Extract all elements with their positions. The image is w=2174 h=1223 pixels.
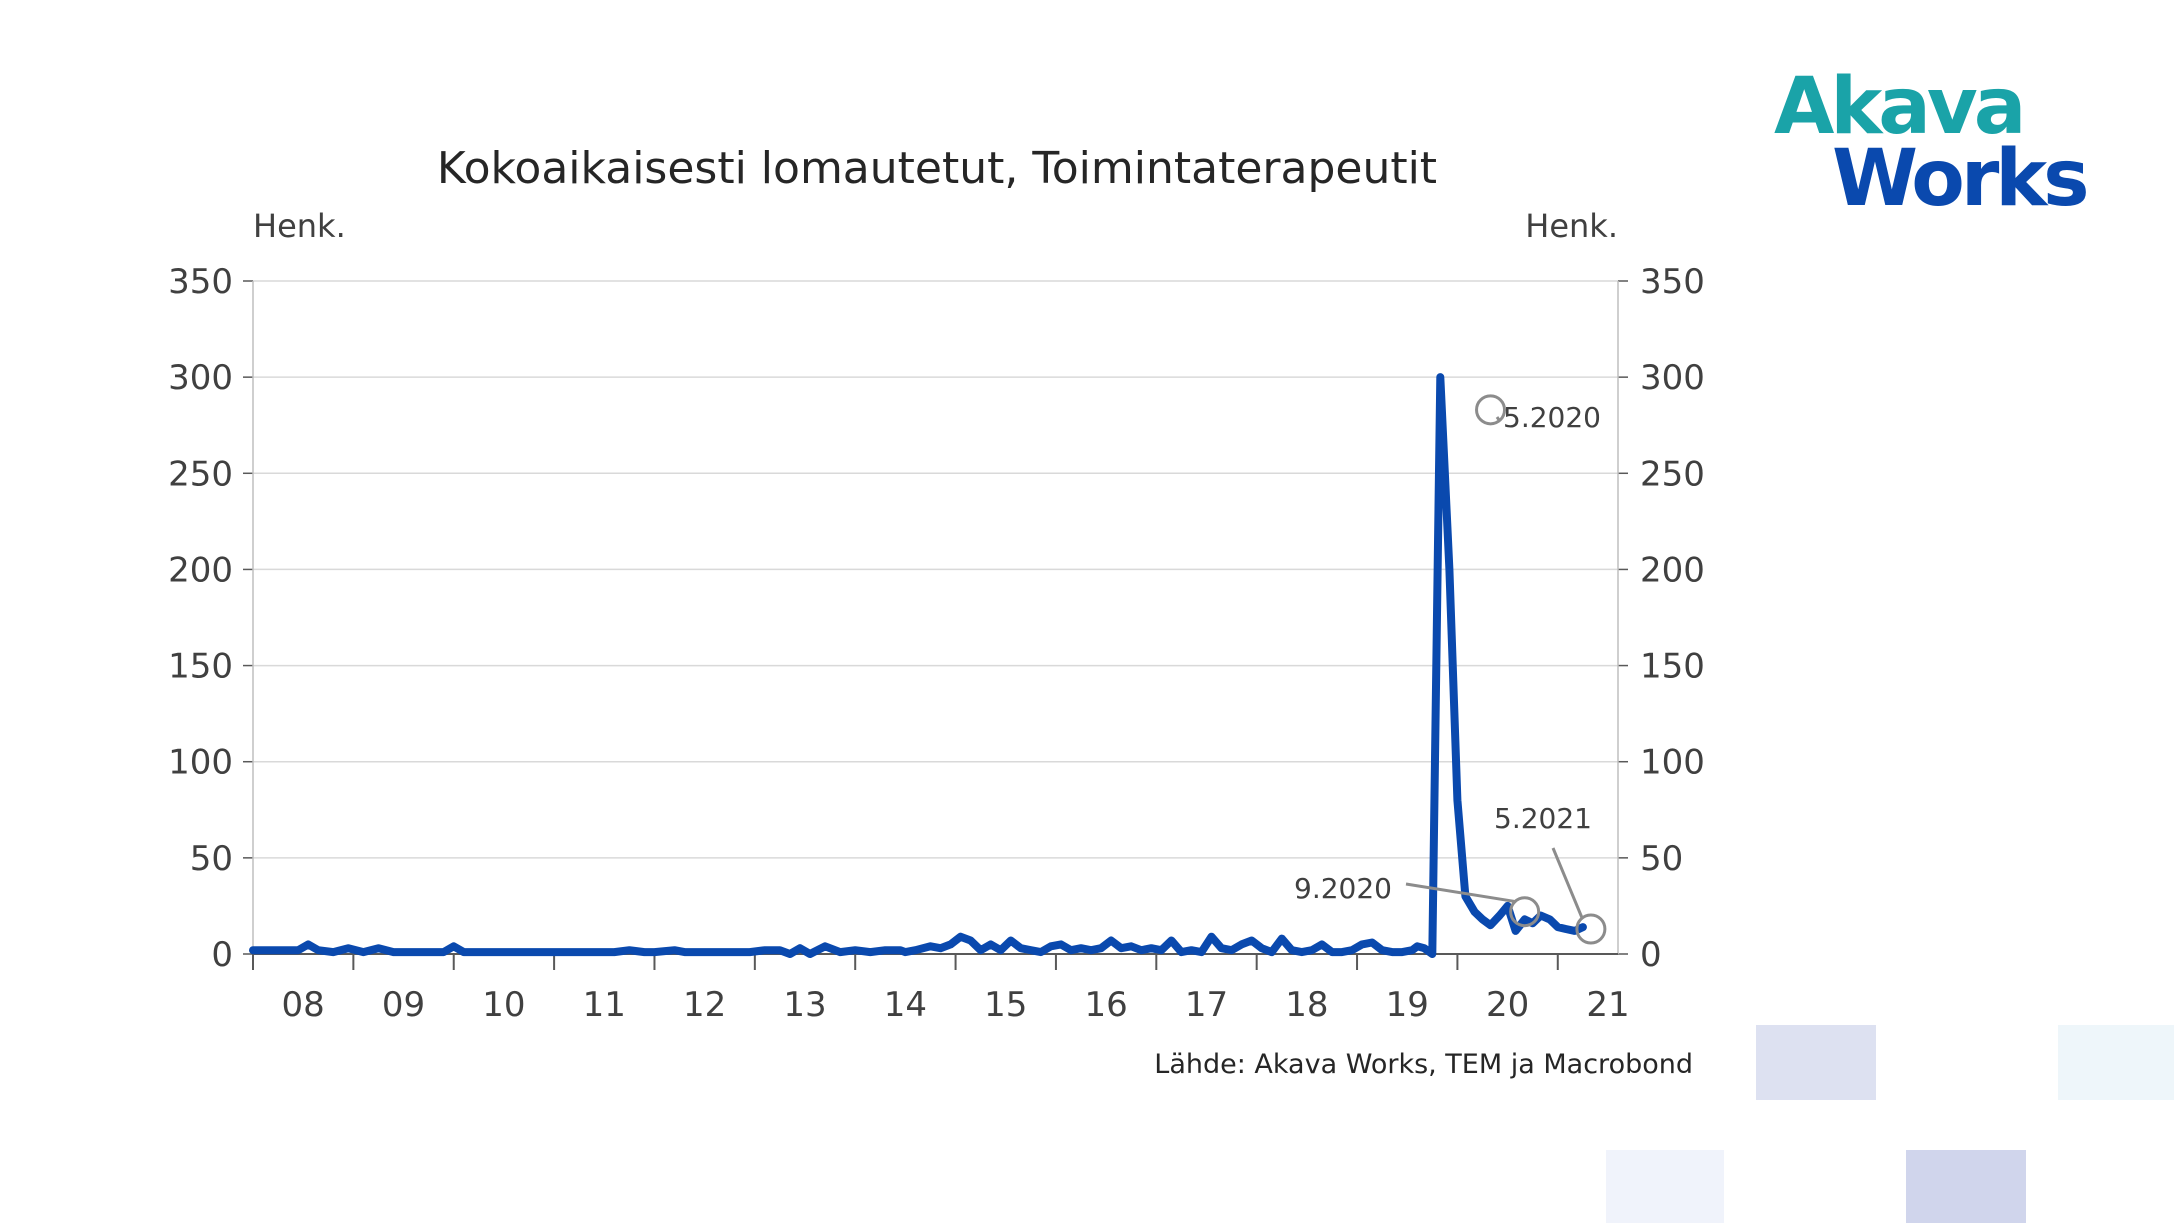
y-tick-label-right: 300 [1640, 358, 1705, 398]
y-tick-label-right: 350 [1640, 262, 1705, 302]
y-tick-labels: 0 0 50 50 100 100 150 150 200 200 250 250 300 300 350 3… [168, 262, 1705, 975]
annotation-leader [1551, 847, 1584, 920]
x-tick-label: 21 [1586, 985, 1629, 1025]
y-tick-label-left: 300 [168, 358, 233, 398]
x-tick-label: 14 [884, 985, 927, 1025]
y-axis-label-right: Henk. [1525, 207, 1618, 245]
x-tick-labels: 08 09 10 11 12 13 14 15 16 17 18 19 20 21 [282, 985, 1630, 1025]
x-tick-label: 10 [482, 985, 525, 1025]
y-tick-label-right: 50 [1640, 839, 1683, 879]
gridlines [253, 280, 1618, 859]
x-tick-label: 16 [1084, 985, 1127, 1025]
annotation-label: 9.2020 [1294, 872, 1392, 905]
y-tick-label-left: 200 [168, 550, 233, 590]
annotations: 5.2020 9.2020 5.2021 [1294, 394, 1607, 945]
y-tick-label-left: 150 [168, 647, 233, 687]
x-tick-label: 12 [683, 985, 726, 1025]
y-axis-label-left: Henk. [253, 207, 346, 245]
annotation-label: 5.2020 [1503, 401, 1601, 434]
source-note: Lähde: Akava Works, TEM ja Macrobond [1154, 1049, 1693, 1080]
y-tick-label-left: 0 [211, 935, 233, 975]
annotation-leader [1495, 416, 1501, 421]
y-tick-label-left: 50 [190, 839, 233, 879]
akava-works-logo: Akava Works [1768, 62, 2090, 224]
decorative-square [2058, 1025, 2174, 1100]
annotation-marker [1509, 896, 1541, 928]
annotation-label: 5.2021 [1494, 802, 1592, 835]
y-tick-label-right: 200 [1640, 550, 1705, 590]
x-tick-label: 17 [1185, 985, 1228, 1025]
y-tick-label-left: 350 [168, 262, 233, 302]
decorative-square [1756, 1025, 1876, 1100]
x-tick-label: 09 [382, 985, 425, 1025]
axes [243, 280, 1628, 970]
x-tick-label: 08 [282, 985, 325, 1025]
decorative-square [1906, 1150, 2026, 1223]
y-tick-label-right: 150 [1640, 647, 1705, 687]
x-tick-label: 19 [1386, 985, 1429, 1025]
y-tick-label-right: 100 [1640, 743, 1705, 783]
logo-line-akava: Akava [1774, 62, 2026, 152]
chart-title: Kokoaikaisesti lomautetut, Toimintaterap… [437, 143, 1437, 194]
x-tick-label: 11 [583, 985, 626, 1025]
annotation-marker [1575, 913, 1607, 945]
y-tick-label-left: 100 [168, 743, 233, 783]
series-line [249, 373, 1587, 958]
annotation-marker [1475, 394, 1507, 426]
x-tick-label: 13 [783, 985, 826, 1025]
decorative-square [1606, 1150, 1724, 1223]
y-tick-label-right: 0 [1640, 935, 1662, 975]
x-tick-label: 15 [984, 985, 1027, 1025]
y-tick-label-left: 250 [168, 454, 233, 494]
logo-line-works: Works [1832, 134, 2090, 224]
annotation-leader [1405, 882, 1517, 904]
series-layer [249, 373, 1587, 958]
x-tick-label: 18 [1285, 985, 1328, 1025]
y-tick-label-right: 250 [1640, 454, 1705, 494]
x-tick-label: 20 [1486, 985, 1529, 1025]
